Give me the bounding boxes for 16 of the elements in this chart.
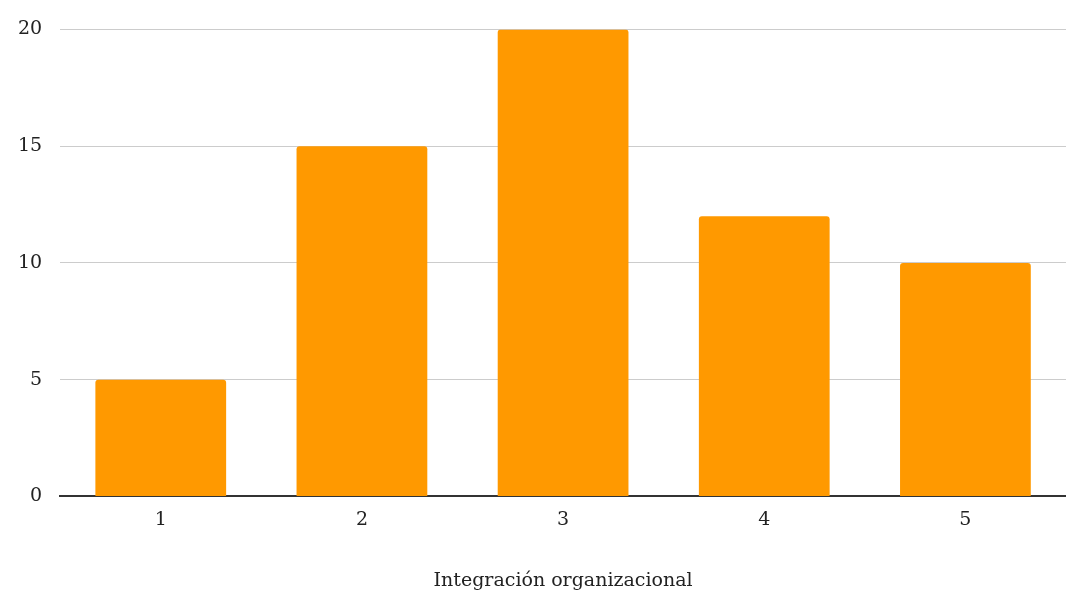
x-tick-label: 5 bbox=[959, 506, 972, 529]
bar bbox=[95, 379, 227, 496]
bar bbox=[698, 216, 830, 496]
x-tick-label: 2 bbox=[355, 506, 368, 529]
bar bbox=[296, 146, 428, 496]
y-tick-label: 5 bbox=[30, 366, 43, 389]
x-tick-label: 4 bbox=[758, 506, 771, 529]
y-tick-label: 10 bbox=[17, 249, 43, 272]
y-tick-label: 20 bbox=[17, 16, 43, 39]
y-tick-label: 15 bbox=[17, 133, 43, 156]
x-axis-title: Integración organizacional bbox=[433, 567, 693, 590]
x-tick-label: 3 bbox=[557, 506, 570, 529]
bar bbox=[497, 29, 629, 496]
x-tick-label: 1 bbox=[154, 506, 167, 529]
bar bbox=[900, 262, 1031, 496]
y-tick-label: 0 bbox=[30, 483, 43, 506]
